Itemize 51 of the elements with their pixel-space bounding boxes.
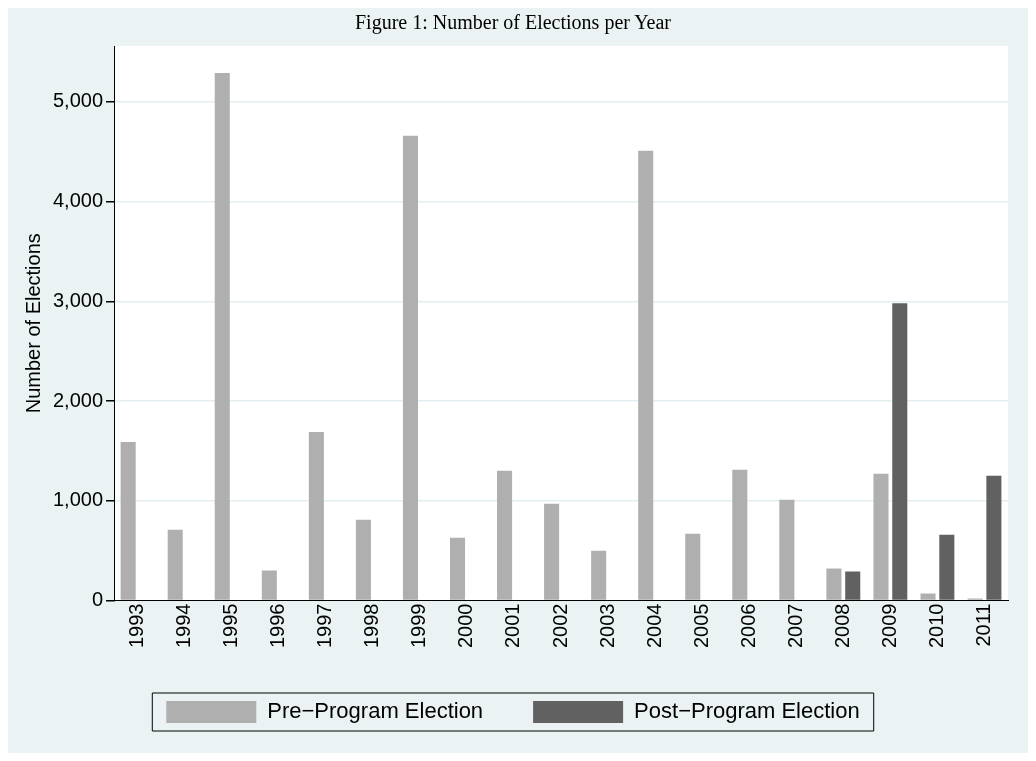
x-tick-label: 1996 xyxy=(266,603,289,649)
chart-title: Figure 1: Number of Elections per Year xyxy=(354,11,672,35)
y-tick-label: 3,000 xyxy=(52,288,104,311)
x-tick-label: 2005 xyxy=(689,603,712,649)
bar xyxy=(449,537,466,600)
y-axis-title: Number of Elections xyxy=(21,233,44,414)
x-tick-label: 1994 xyxy=(172,603,195,649)
bar xyxy=(920,593,936,600)
x-tick-label: 2006 xyxy=(736,603,759,649)
legend-label: Post−Program Election xyxy=(634,698,860,724)
legend-label: Pre−Program Election xyxy=(267,698,484,724)
x-tick-label: 2000 xyxy=(454,603,477,649)
x-tick-label: 2007 xyxy=(783,603,806,649)
x-tick-label: 2001 xyxy=(501,603,524,649)
bar xyxy=(214,72,230,600)
bar xyxy=(355,519,371,600)
bar xyxy=(845,571,861,600)
x-tick-label: 2002 xyxy=(548,603,571,649)
bar xyxy=(261,570,277,600)
y-tick-label: 4,000 xyxy=(52,189,104,212)
bar xyxy=(732,469,748,600)
x-tick-label: 1997 xyxy=(313,603,336,649)
x-tick-label: 1998 xyxy=(360,603,383,649)
bar xyxy=(986,475,1002,600)
bar xyxy=(120,441,136,600)
bar xyxy=(497,470,513,600)
x-tick-label: 2009 xyxy=(877,603,900,649)
bar xyxy=(873,473,889,600)
bar xyxy=(826,568,842,600)
bar xyxy=(779,499,795,600)
y-tick-label: 1,000 xyxy=(52,488,104,511)
bar xyxy=(308,431,324,600)
bar xyxy=(591,550,607,600)
x-tick-label: 1993 xyxy=(125,603,148,649)
x-tick-label: 2011 xyxy=(971,603,994,647)
bar xyxy=(892,303,908,600)
y-tick-label: 0 xyxy=(91,588,104,611)
x-tick-label: 2004 xyxy=(642,603,665,649)
bar xyxy=(939,534,955,600)
bar xyxy=(167,529,183,600)
x-tick-label: 1999 xyxy=(407,603,430,649)
bar xyxy=(544,503,560,600)
bar xyxy=(638,150,654,600)
y-tick-label: 2,000 xyxy=(52,388,104,411)
bar xyxy=(402,135,418,600)
x-tick-label: 1995 xyxy=(219,603,242,649)
x-tick-label: 2003 xyxy=(595,603,618,649)
x-tick-label: 2008 xyxy=(830,603,853,649)
y-tick-label: 5,000 xyxy=(52,89,104,112)
bar xyxy=(685,533,701,600)
x-tick-label: 2010 xyxy=(924,603,947,649)
